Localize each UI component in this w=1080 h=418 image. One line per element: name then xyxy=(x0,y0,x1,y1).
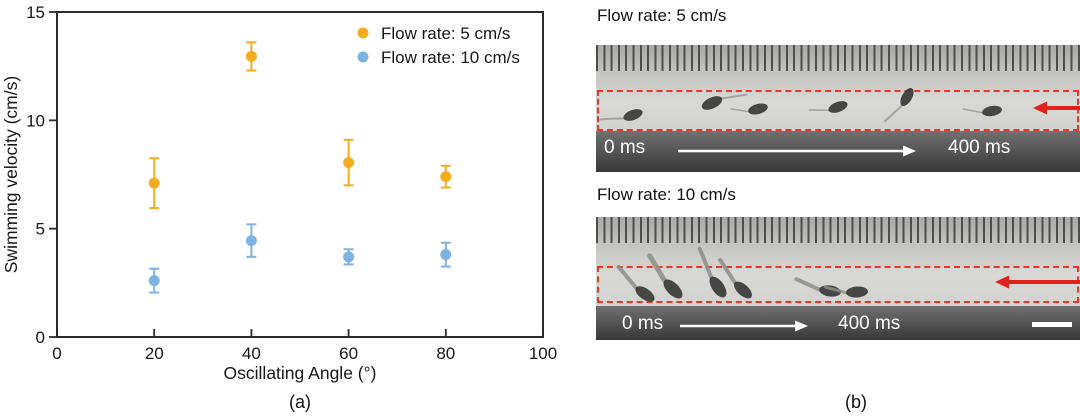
x-tick-label: 80 xyxy=(436,344,455,363)
x-tick-label: 60 xyxy=(339,344,358,363)
ruler-scale xyxy=(596,217,1080,249)
time-end-label: 400 ms xyxy=(948,137,1011,158)
y-axis: 0 5 10 15 xyxy=(26,3,57,347)
data-point xyxy=(148,177,160,189)
data-point xyxy=(343,251,355,263)
x-axis: 0 20 40 60 80 100 xyxy=(52,329,557,363)
x-tick-label: 0 xyxy=(52,344,61,363)
data-point xyxy=(343,157,355,169)
data-point xyxy=(440,249,452,261)
legend-marker xyxy=(357,27,369,39)
time-start-label: 0 ms xyxy=(622,313,664,334)
y-tick-label: 15 xyxy=(26,3,45,22)
caption-a: (a) xyxy=(289,392,311,412)
time-start-label: 0 ms xyxy=(604,137,646,158)
caption-b: (b) xyxy=(845,392,867,412)
panel-top-label: Flow rate: 5 cm/s xyxy=(597,6,727,25)
y-axis-title: Swimming velocity (cm/s) xyxy=(1,76,21,273)
x-axis-title: Oscillating Angle (°) xyxy=(224,363,377,383)
x-tick-label: 40 xyxy=(242,344,261,363)
data-point xyxy=(148,275,160,287)
y-tick-label: 5 xyxy=(36,220,45,239)
micrograph-flow-5: 0 ms 400 ms xyxy=(596,45,1080,172)
panel-bottom-label: Flow rate: 10 cm/s xyxy=(597,185,736,204)
time-end-label: 400 ms xyxy=(838,313,901,334)
micrograph-flow-10: 0 ms 400 ms xyxy=(596,217,1080,340)
scatter-chart: 0 20 40 60 80 100 0 5 10 15 Oscillating Angle (°) S… xyxy=(1,3,557,383)
y-tick-label: 10 xyxy=(26,111,45,130)
tracking-box xyxy=(597,90,1079,131)
data-point xyxy=(245,235,257,247)
series-flow-10 xyxy=(148,223,452,294)
x-tick-label: 100 xyxy=(529,344,557,363)
legend-label: Flow rate: 5 cm/s xyxy=(381,24,510,43)
data-point xyxy=(245,50,257,62)
series-flow-5 xyxy=(148,41,452,210)
x-tick-label: 20 xyxy=(145,344,164,363)
legend: Flow rate: 5 cm/s Flow rate: 10 cm/s xyxy=(357,24,520,67)
legend-marker xyxy=(357,51,369,63)
tracking-box xyxy=(597,266,1079,303)
legend-label: Flow rate: 10 cm/s xyxy=(381,48,520,67)
plot-frame xyxy=(56,11,544,338)
time-banner xyxy=(596,306,1080,340)
data-point xyxy=(440,171,452,183)
y-tick-label: 0 xyxy=(36,328,45,347)
ruler-scale xyxy=(596,45,1080,77)
